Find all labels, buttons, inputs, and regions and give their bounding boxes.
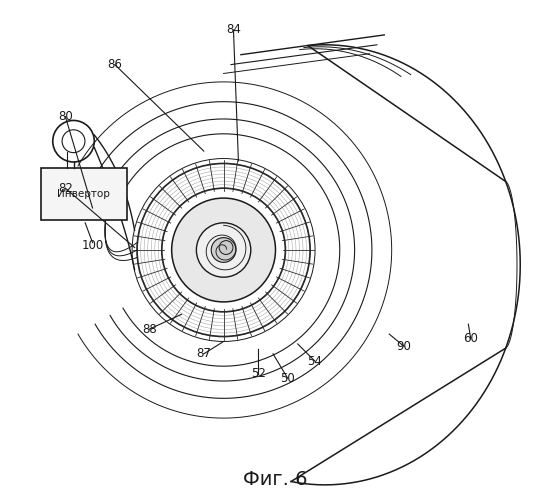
Text: 88: 88 — [142, 322, 157, 336]
Circle shape — [219, 240, 233, 254]
Text: 87: 87 — [196, 348, 211, 360]
Text: Инвертор: Инвертор — [57, 190, 110, 200]
Text: 50: 50 — [280, 372, 295, 385]
Text: Фиг. 6: Фиг. 6 — [243, 470, 308, 490]
Text: 54: 54 — [307, 355, 322, 368]
Text: 80: 80 — [58, 110, 73, 123]
Circle shape — [196, 223, 251, 277]
Text: 86: 86 — [107, 58, 122, 71]
Text: 90: 90 — [397, 340, 412, 353]
Text: 84: 84 — [226, 24, 241, 36]
Circle shape — [172, 198, 276, 302]
Circle shape — [211, 238, 236, 262]
Text: 100: 100 — [82, 238, 104, 252]
Text: 52: 52 — [251, 367, 266, 380]
Bar — [41, 168, 127, 220]
Text: 82: 82 — [58, 182, 73, 194]
Text: 60: 60 — [463, 332, 478, 345]
